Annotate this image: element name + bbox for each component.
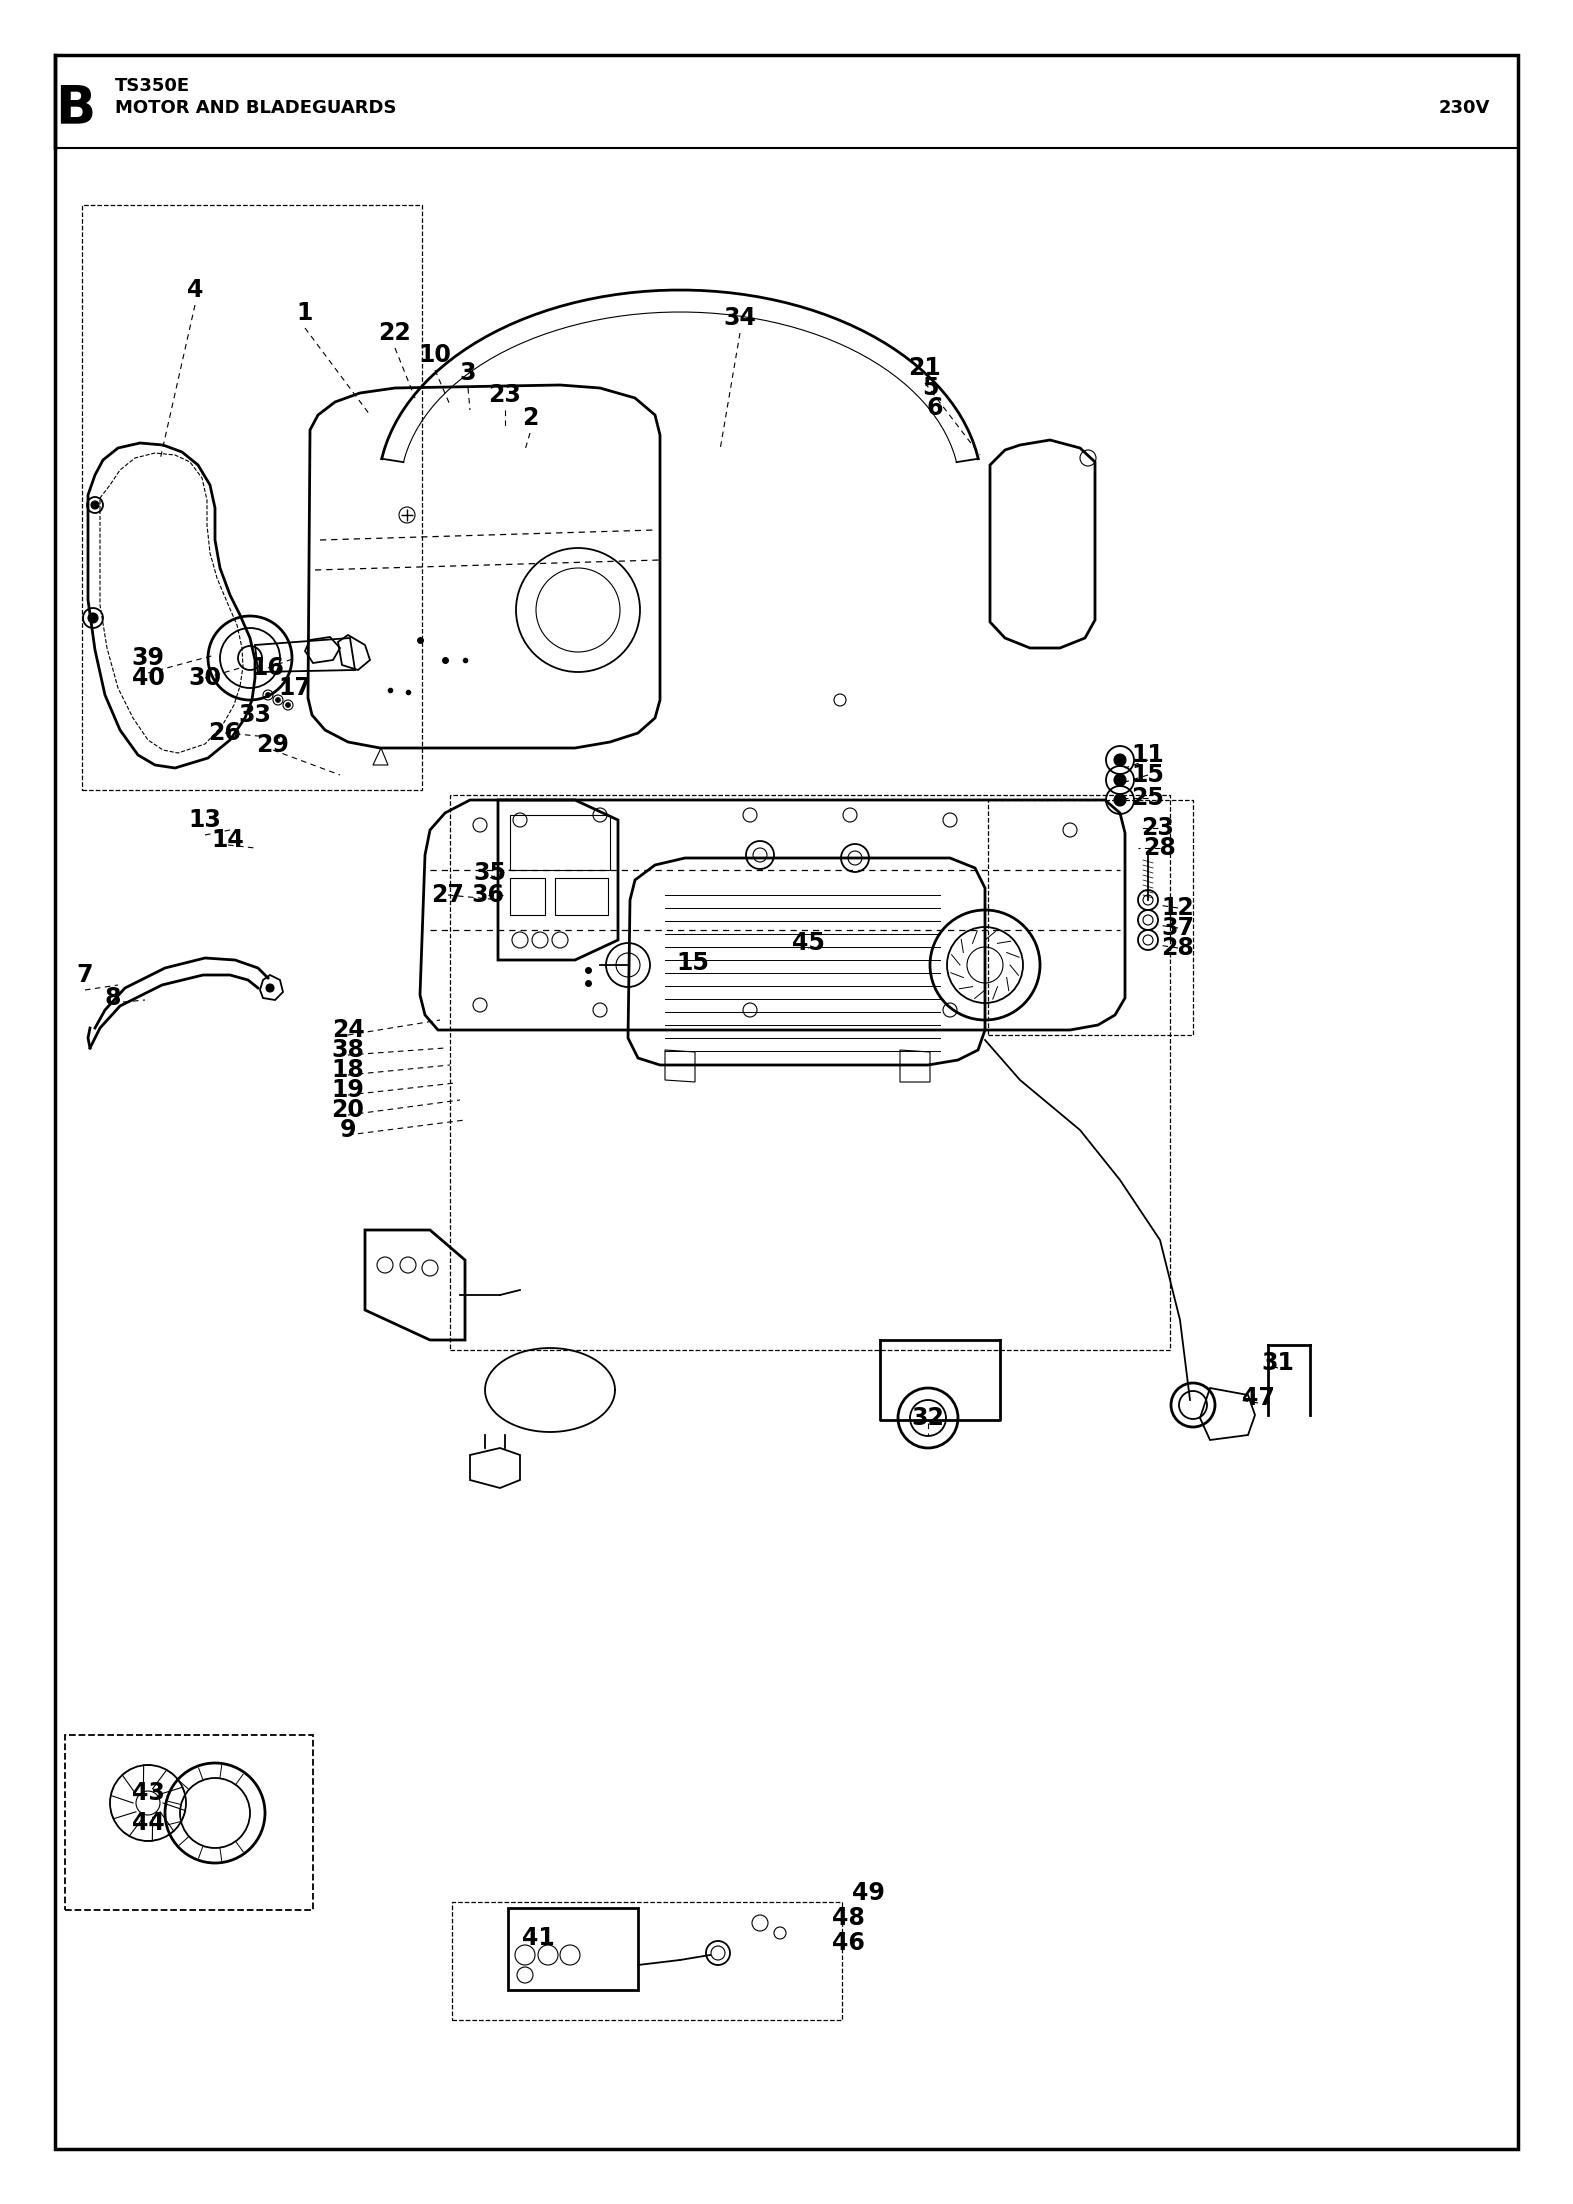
Text: 20: 20 bbox=[332, 1098, 365, 1122]
Circle shape bbox=[1114, 754, 1126, 767]
Text: 1: 1 bbox=[297, 302, 313, 324]
Text: 21: 21 bbox=[909, 357, 941, 379]
Text: 23: 23 bbox=[489, 383, 521, 408]
Text: 17: 17 bbox=[278, 677, 311, 701]
Circle shape bbox=[1114, 774, 1126, 787]
Text: 13: 13 bbox=[189, 809, 222, 831]
Text: 41: 41 bbox=[522, 1926, 554, 1951]
Text: 36: 36 bbox=[472, 884, 505, 908]
Text: 19: 19 bbox=[332, 1078, 365, 1102]
Text: 37: 37 bbox=[1161, 917, 1194, 939]
Text: 5: 5 bbox=[922, 377, 938, 399]
Text: MOTOR AND BLADEGUARDS: MOTOR AND BLADEGUARDS bbox=[115, 99, 396, 117]
Text: 14: 14 bbox=[212, 829, 244, 853]
Text: 44: 44 bbox=[132, 1812, 164, 1836]
Text: 6: 6 bbox=[926, 397, 944, 421]
Text: 31: 31 bbox=[1262, 1351, 1295, 1375]
Text: 32: 32 bbox=[912, 1406, 944, 1430]
Text: 18: 18 bbox=[332, 1058, 365, 1082]
Circle shape bbox=[286, 703, 291, 707]
Text: 230V: 230V bbox=[1439, 99, 1490, 117]
Circle shape bbox=[266, 692, 271, 696]
Text: 47: 47 bbox=[1241, 1386, 1274, 1411]
Text: 40: 40 bbox=[132, 666, 165, 690]
Text: 46: 46 bbox=[832, 1931, 865, 1955]
Text: 29: 29 bbox=[256, 734, 289, 756]
Text: 4: 4 bbox=[187, 278, 203, 302]
Text: 11: 11 bbox=[1131, 743, 1164, 767]
Text: 25: 25 bbox=[1131, 787, 1164, 811]
Circle shape bbox=[1114, 793, 1126, 807]
Text: 3: 3 bbox=[459, 361, 477, 386]
Text: 8: 8 bbox=[105, 985, 121, 1009]
Text: 15: 15 bbox=[1131, 763, 1164, 787]
Text: 30: 30 bbox=[189, 666, 222, 690]
Text: 43: 43 bbox=[132, 1781, 165, 1805]
Text: 28: 28 bbox=[1161, 937, 1194, 961]
Text: TS350E: TS350E bbox=[115, 77, 190, 95]
Text: 22: 22 bbox=[379, 322, 412, 346]
Text: 35: 35 bbox=[473, 862, 507, 886]
Bar bbox=[988, 800, 1192, 1036]
Text: 15: 15 bbox=[676, 950, 709, 974]
Text: 33: 33 bbox=[239, 703, 272, 727]
Text: 45: 45 bbox=[791, 930, 824, 954]
Bar bbox=[82, 205, 422, 789]
Bar bbox=[64, 1735, 313, 1911]
Text: B: B bbox=[55, 82, 94, 134]
Bar bbox=[508, 1909, 639, 1990]
Circle shape bbox=[88, 613, 98, 624]
Circle shape bbox=[91, 500, 99, 509]
Circle shape bbox=[275, 696, 280, 703]
Text: 49: 49 bbox=[851, 1880, 884, 1904]
Circle shape bbox=[266, 983, 274, 992]
Text: 28: 28 bbox=[1144, 835, 1177, 860]
Bar bbox=[451, 1902, 842, 2021]
Text: 7: 7 bbox=[77, 963, 93, 987]
Text: 38: 38 bbox=[332, 1038, 365, 1062]
Text: 16: 16 bbox=[252, 657, 285, 681]
Text: 9: 9 bbox=[340, 1117, 355, 1142]
Text: 12: 12 bbox=[1161, 897, 1194, 919]
Text: 34: 34 bbox=[724, 306, 757, 331]
Text: 39: 39 bbox=[132, 646, 165, 670]
Text: 24: 24 bbox=[332, 1018, 365, 1042]
Text: 26: 26 bbox=[209, 721, 241, 745]
Text: 2: 2 bbox=[522, 406, 538, 430]
Bar bbox=[450, 796, 1170, 1351]
Text: 48: 48 bbox=[832, 1906, 865, 1931]
Text: 27: 27 bbox=[431, 884, 464, 908]
Text: 10: 10 bbox=[418, 344, 451, 368]
Text: 23: 23 bbox=[1142, 815, 1175, 840]
